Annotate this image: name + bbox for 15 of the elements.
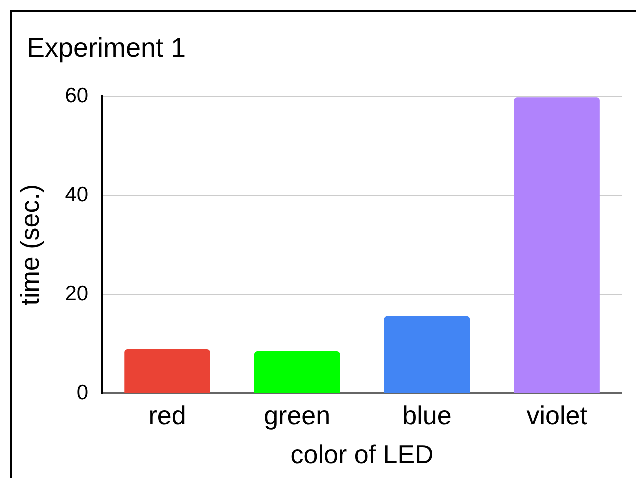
bar [514,98,600,394]
bar [384,316,470,394]
y-tick-label: 20 [65,282,89,306]
bar [254,352,340,394]
x-tick-label: violet [526,400,588,430]
y-tick-label: 0 [76,381,89,404]
y-tick-label: 40 [65,183,89,206]
x-tick-label: red [148,400,186,430]
bar [124,350,210,394]
y-tick-label: 60 [65,84,89,108]
x-tick-label: blue [402,400,452,430]
y-axis-title: time (sec.) [14,184,45,306]
chart-title: Experiment 1 [27,33,186,64]
x-tick-label: green [264,400,331,430]
x-axis-title: color of LED [290,440,434,470]
